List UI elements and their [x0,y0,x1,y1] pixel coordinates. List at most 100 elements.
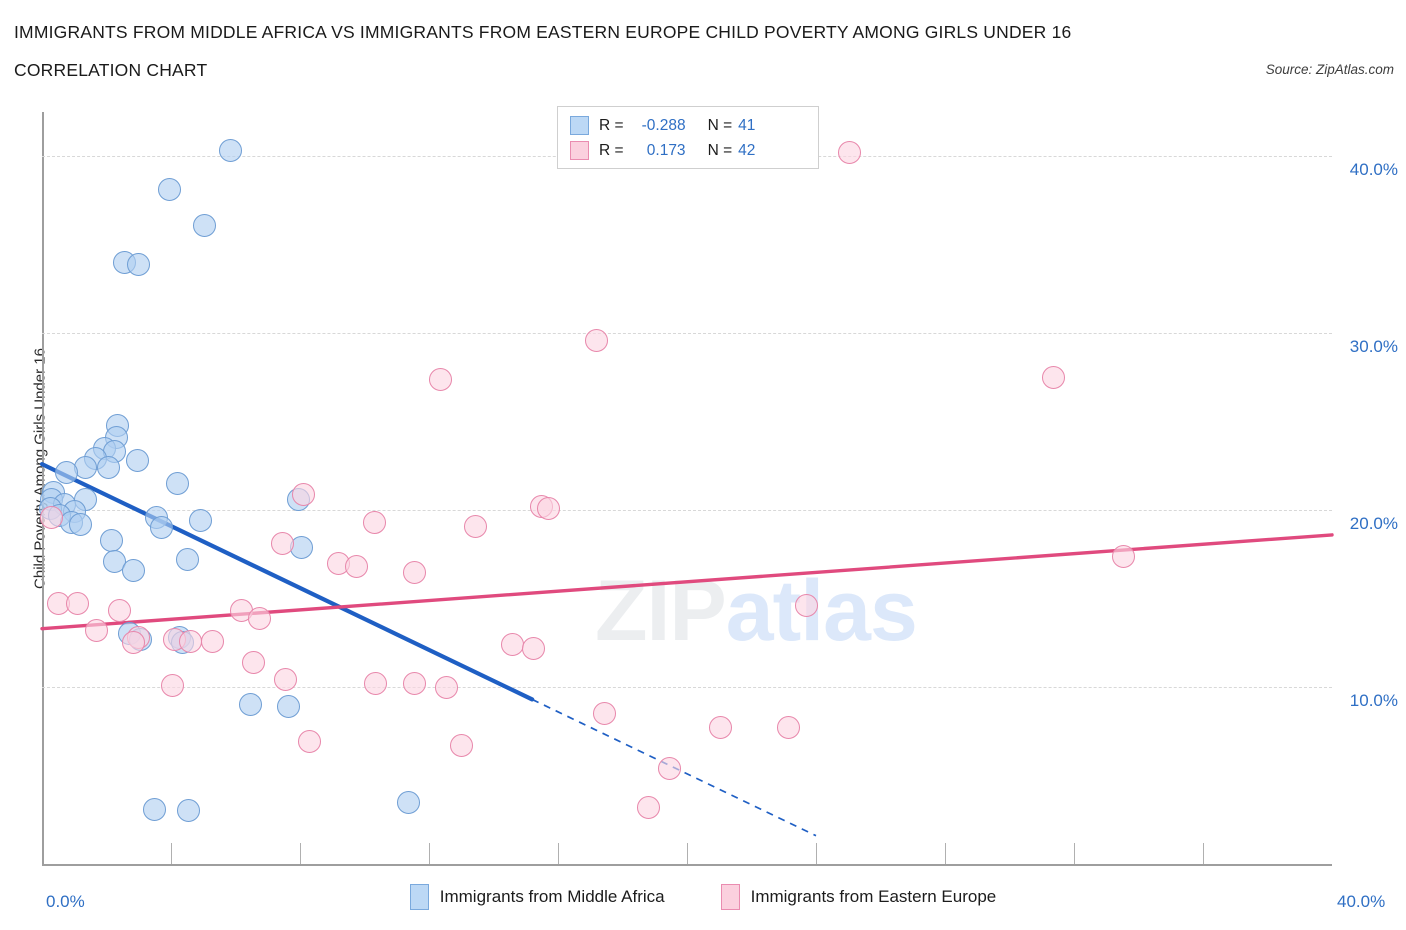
y-axis-tick-label: 30.0% [1349,337,1398,357]
legend-entry-eastern-europe[interactable]: Immigrants from Eastern Europe [720,884,997,910]
x-axis-tick [1203,843,1204,864]
data-point[interactable] [143,797,167,821]
stats-row-pink: R = 0.173 N = 42 [570,138,808,163]
data-point[interactable] [122,558,146,582]
data-point[interactable] [219,139,243,163]
legend-label-eastern-europe: Immigrants from Eastern Europe [750,887,997,906]
stats-row-blue: R = -0.288 N = 41 [570,113,808,138]
x-axis-tick [429,843,430,864]
x-axis-tick [171,843,172,864]
data-point[interactable] [362,511,386,534]
plot-surface: ZIPatlas [38,112,1334,866]
data-point[interactable] [501,633,525,657]
data-point[interactable] [428,367,452,391]
gridline [42,510,1332,512]
trend-lines [39,462,1334,837]
data-point[interactable] [99,528,123,552]
data-point[interactable] [273,668,297,692]
x-axis-tick [1074,843,1075,864]
data-point[interactable] [585,328,609,352]
stats-r-value-blue: -0.288 [641,116,686,134]
data-point[interactable] [107,599,131,623]
data-point[interactable] [794,594,818,618]
data-point[interactable] [364,672,388,696]
data-point[interactable] [122,631,146,655]
series-legend: Immigrants from Middle Africa Immigrants… [0,884,1406,910]
legend-label-middle-africa: Immigrants from Middle Africa [439,887,665,906]
data-point[interactable] [291,482,315,506]
data-point[interactable] [290,535,314,559]
data-point[interactable] [449,733,473,757]
data-point[interactable] [96,456,120,480]
y-axis-tick-label: 40.0% [1349,160,1398,180]
data-point[interactable] [277,695,301,719]
data-point[interactable] [125,449,149,473]
data-point[interactable] [402,560,426,584]
data-point[interactable] [298,730,322,754]
data-point[interactable] [522,636,546,660]
page-subtitle: CORRELATION CHART [14,60,208,80]
stats-swatch-pink-icon [570,141,589,160]
data-point[interactable] [593,702,617,726]
x-axis-tick [687,843,688,864]
stats-n-value-blue: 41 [738,116,756,134]
correlation-stats-box: R = -0.288 N = 41 R = 0.173 N = 42 [557,106,819,169]
data-point[interactable] [777,716,801,740]
data-point[interactable] [193,213,217,237]
data-point[interactable] [636,795,660,819]
stats-r-label-pink: R = [599,141,624,159]
data-point[interactable] [402,672,426,696]
data-point[interactable] [178,629,202,653]
data-point[interactable] [188,509,212,533]
data-point[interactable] [344,555,368,579]
stats-swatch-blue-icon [570,116,589,135]
stats-n-value-pink: 42 [738,141,756,159]
data-point[interactable] [241,650,265,674]
data-point[interactable] [149,516,173,540]
x-axis-tick [945,843,946,864]
data-point[interactable] [65,592,89,616]
data-point[interactable] [248,606,272,630]
x-axis-line [42,864,1332,866]
data-point[interactable] [1041,365,1065,389]
data-point[interactable] [165,472,189,496]
stats-n-label-pink: N = [707,141,733,159]
y-axis-tick-label: 20.0% [1349,514,1398,534]
data-point[interactable] [40,505,64,529]
data-point[interactable] [464,514,488,538]
stats-n-label-blue: N = [707,116,733,134]
x-axis-min-label: 0.0% [46,892,85,911]
data-point[interactable] [161,673,185,697]
data-point[interactable] [157,178,181,202]
gridline [42,333,1332,335]
data-point[interactable] [657,756,681,780]
data-point[interactable] [238,693,262,717]
data-point[interactable] [201,629,225,653]
legend-swatch-blue-icon [409,884,429,910]
legend-entry-middle-africa[interactable]: Immigrants from Middle Africa [409,884,665,910]
legend-swatch-pink-icon [720,884,740,910]
data-point[interactable] [709,716,733,740]
x-axis-tick [816,843,817,864]
data-point[interactable] [175,548,199,572]
y-axis-tick-label: 10.0% [1349,691,1398,711]
watermark-zip: ZIP [595,563,727,659]
data-point[interactable] [177,799,201,823]
data-point[interactable] [127,252,151,276]
data-point[interactable] [396,790,420,814]
stats-r-value-pink: 0.173 [646,141,686,159]
data-point[interactable] [270,532,294,556]
data-point[interactable] [85,618,109,642]
source-attribution: Source: ZipAtlas.com [1265,62,1394,77]
data-point[interactable] [54,461,78,485]
gridline [42,687,1332,689]
data-point[interactable] [69,512,93,536]
data-point[interactable] [838,141,862,165]
zipatlas-watermark: ZIPatlas [595,562,918,661]
plot-area: ZIPatlas [38,112,1334,866]
data-point[interactable] [1112,544,1136,568]
data-point[interactable] [435,675,459,699]
x-axis-tick [300,843,301,864]
watermark-atlas: atlas [725,563,918,659]
data-point[interactable] [536,496,560,520]
